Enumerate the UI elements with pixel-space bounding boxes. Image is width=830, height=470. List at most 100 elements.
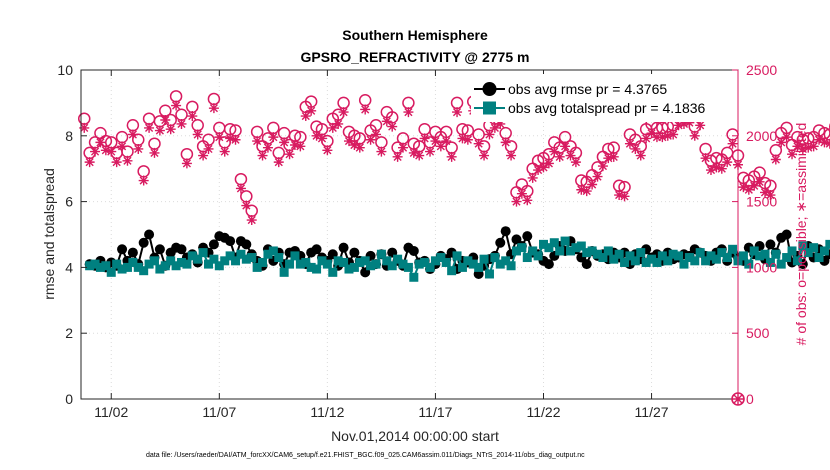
assimilated-point xyxy=(738,182,749,193)
assimilated-point xyxy=(165,124,176,135)
assimilated-point xyxy=(392,151,403,162)
y-right-tick-label: 1000 xyxy=(746,259,777,275)
assimilated-point xyxy=(138,175,149,186)
spread-point xyxy=(447,266,457,276)
assimilated-point xyxy=(819,137,830,148)
assimilated-point xyxy=(203,143,214,154)
rmse-point xyxy=(765,239,776,250)
spread-point xyxy=(355,257,365,267)
assimilated-point xyxy=(489,122,500,133)
spread-point xyxy=(225,251,235,261)
spread-point xyxy=(566,246,576,256)
spread-point xyxy=(90,259,100,269)
assimilated-point xyxy=(592,171,603,182)
assimilated-point xyxy=(181,158,192,169)
spread-point xyxy=(609,254,619,264)
spread-point xyxy=(652,257,662,267)
assimilated-point xyxy=(425,146,436,157)
spread-point xyxy=(182,259,192,269)
assimilated-point xyxy=(646,128,657,139)
spread-point xyxy=(468,259,478,269)
spread-point xyxy=(528,246,538,256)
spread-point xyxy=(436,253,446,263)
spread-point xyxy=(636,248,646,258)
assimilated-point xyxy=(803,142,814,153)
spread-point xyxy=(755,251,765,261)
rmse-point xyxy=(127,247,138,258)
spread-point xyxy=(798,241,808,251)
spread-point xyxy=(295,259,305,269)
spread-point xyxy=(571,243,581,253)
rmse-point xyxy=(408,245,419,256)
spread-point xyxy=(771,249,781,259)
spread-point xyxy=(749,246,759,256)
assimilated-point xyxy=(446,151,457,162)
spread-point xyxy=(674,251,684,261)
spread-point xyxy=(117,264,127,274)
assimilated-point xyxy=(608,151,619,162)
spread-point xyxy=(560,236,570,246)
spread-point xyxy=(139,266,149,276)
rmse-point xyxy=(138,237,149,248)
assimilated-point xyxy=(333,118,344,129)
assimilated-point xyxy=(187,111,198,122)
assimilated-point xyxy=(192,129,203,140)
spread-point xyxy=(760,249,770,259)
assimilated-point xyxy=(506,150,517,161)
assimilated-point xyxy=(343,136,354,147)
assimilated-point xyxy=(700,153,711,164)
assimilated-point xyxy=(300,111,311,122)
spread-point xyxy=(587,246,597,256)
y-tick-label: 0 xyxy=(65,391,73,407)
spread-point xyxy=(112,259,122,269)
rmse-point xyxy=(495,237,506,248)
spread-point xyxy=(614,249,624,259)
assimilated-point xyxy=(306,105,317,116)
assimilated-point xyxy=(511,196,522,207)
rmse-point xyxy=(208,239,219,250)
assimilated-point xyxy=(349,140,360,151)
assimilated-point xyxy=(462,134,473,145)
assimilated-point xyxy=(122,155,133,166)
rmse-point xyxy=(338,242,349,253)
spread-point xyxy=(501,256,511,266)
series-totalspread xyxy=(85,236,830,282)
spread-point xyxy=(425,262,435,272)
x-tick-label: 11/12 xyxy=(310,404,344,420)
spread-point xyxy=(236,249,246,259)
assimilated-point xyxy=(673,120,684,131)
spread-point xyxy=(268,246,278,256)
spread-point xyxy=(360,256,370,266)
y-right-tick-label: 2000 xyxy=(746,128,777,144)
spread-point xyxy=(214,261,224,271)
spread-point xyxy=(544,243,554,253)
x-tick-label: 11/02 xyxy=(94,404,128,420)
spread-point xyxy=(576,241,586,251)
y-axis-right-label: # of obs: o=possible; ∗=assimilated xyxy=(793,123,809,346)
spread-point xyxy=(85,261,95,271)
spread-point xyxy=(403,262,413,272)
assimilated-point xyxy=(776,137,787,148)
spread-point xyxy=(128,257,138,267)
assimilated-point xyxy=(722,157,733,168)
spread-point xyxy=(647,254,657,264)
spread-point xyxy=(155,264,165,274)
spread-point xyxy=(95,262,105,272)
assimilated-point xyxy=(754,176,765,187)
spread-point xyxy=(149,256,159,266)
assimilated-point xyxy=(549,146,560,157)
assimilated-point xyxy=(765,190,776,201)
spread-point xyxy=(695,248,705,258)
assimilated-point xyxy=(727,138,738,149)
spread-point xyxy=(333,256,343,266)
assimilated-point xyxy=(311,130,322,141)
rmse-point xyxy=(581,259,592,270)
assimilated-point xyxy=(565,150,576,161)
rmse-point xyxy=(781,229,792,240)
assimilated-point xyxy=(430,136,441,147)
spread-point xyxy=(106,267,116,277)
y-right-tick-label: 2500 xyxy=(746,62,777,78)
assimilated-point xyxy=(668,129,679,140)
spread-point xyxy=(398,259,408,269)
assimilated-point xyxy=(171,100,182,111)
